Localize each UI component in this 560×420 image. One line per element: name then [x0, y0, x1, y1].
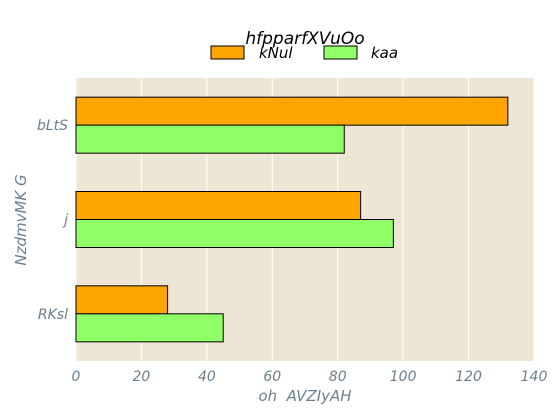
x-tick-label: 0: [72, 369, 81, 385]
y-tick-labels: bLtS j RKsl: [37, 118, 68, 323]
x-tick-label: 100: [390, 369, 417, 385]
x-tick-label: 80: [329, 369, 347, 385]
legend-label-kaa: kaa: [371, 44, 398, 62]
bar-kNul-RKsl: [75, 285, 169, 315]
bars: [75, 96, 509, 343]
y-tick-label: j: [62, 213, 68, 229]
legend-swatch-kaa: [323, 45, 358, 60]
bar-kaa-j: [75, 219, 394, 248]
x-tick-label: 40: [198, 369, 216, 385]
bar-kNul-j: [75, 191, 362, 220]
x-tick-labels: 0 20 40 60 80 100 120 140: [72, 369, 548, 385]
x-tick-label: 20: [133, 369, 151, 385]
x-tick-label: 120: [455, 369, 482, 385]
bar-kNul-bLtS: [75, 96, 509, 126]
y-tick-label: RKsl: [38, 307, 68, 323]
bar-kaa-bLtS: [75, 124, 345, 154]
y-axis-label: NzdmvMK G: [12, 174, 30, 265]
x-axis-label: oh AVZIyAH: [258, 387, 351, 405]
legend: kNul kaa: [210, 44, 398, 62]
chart-title: hfpparfXVuOo: [245, 29, 364, 49]
bar-kaa-RKsl: [75, 313, 224, 343]
y-tick-label: bLtS: [37, 118, 68, 134]
legend-label-knul: kNul: [259, 44, 293, 62]
x-tick-label: 60: [263, 369, 281, 385]
legend-swatch-knul: [210, 45, 245, 60]
x-tick-label: 140: [521, 369, 548, 385]
